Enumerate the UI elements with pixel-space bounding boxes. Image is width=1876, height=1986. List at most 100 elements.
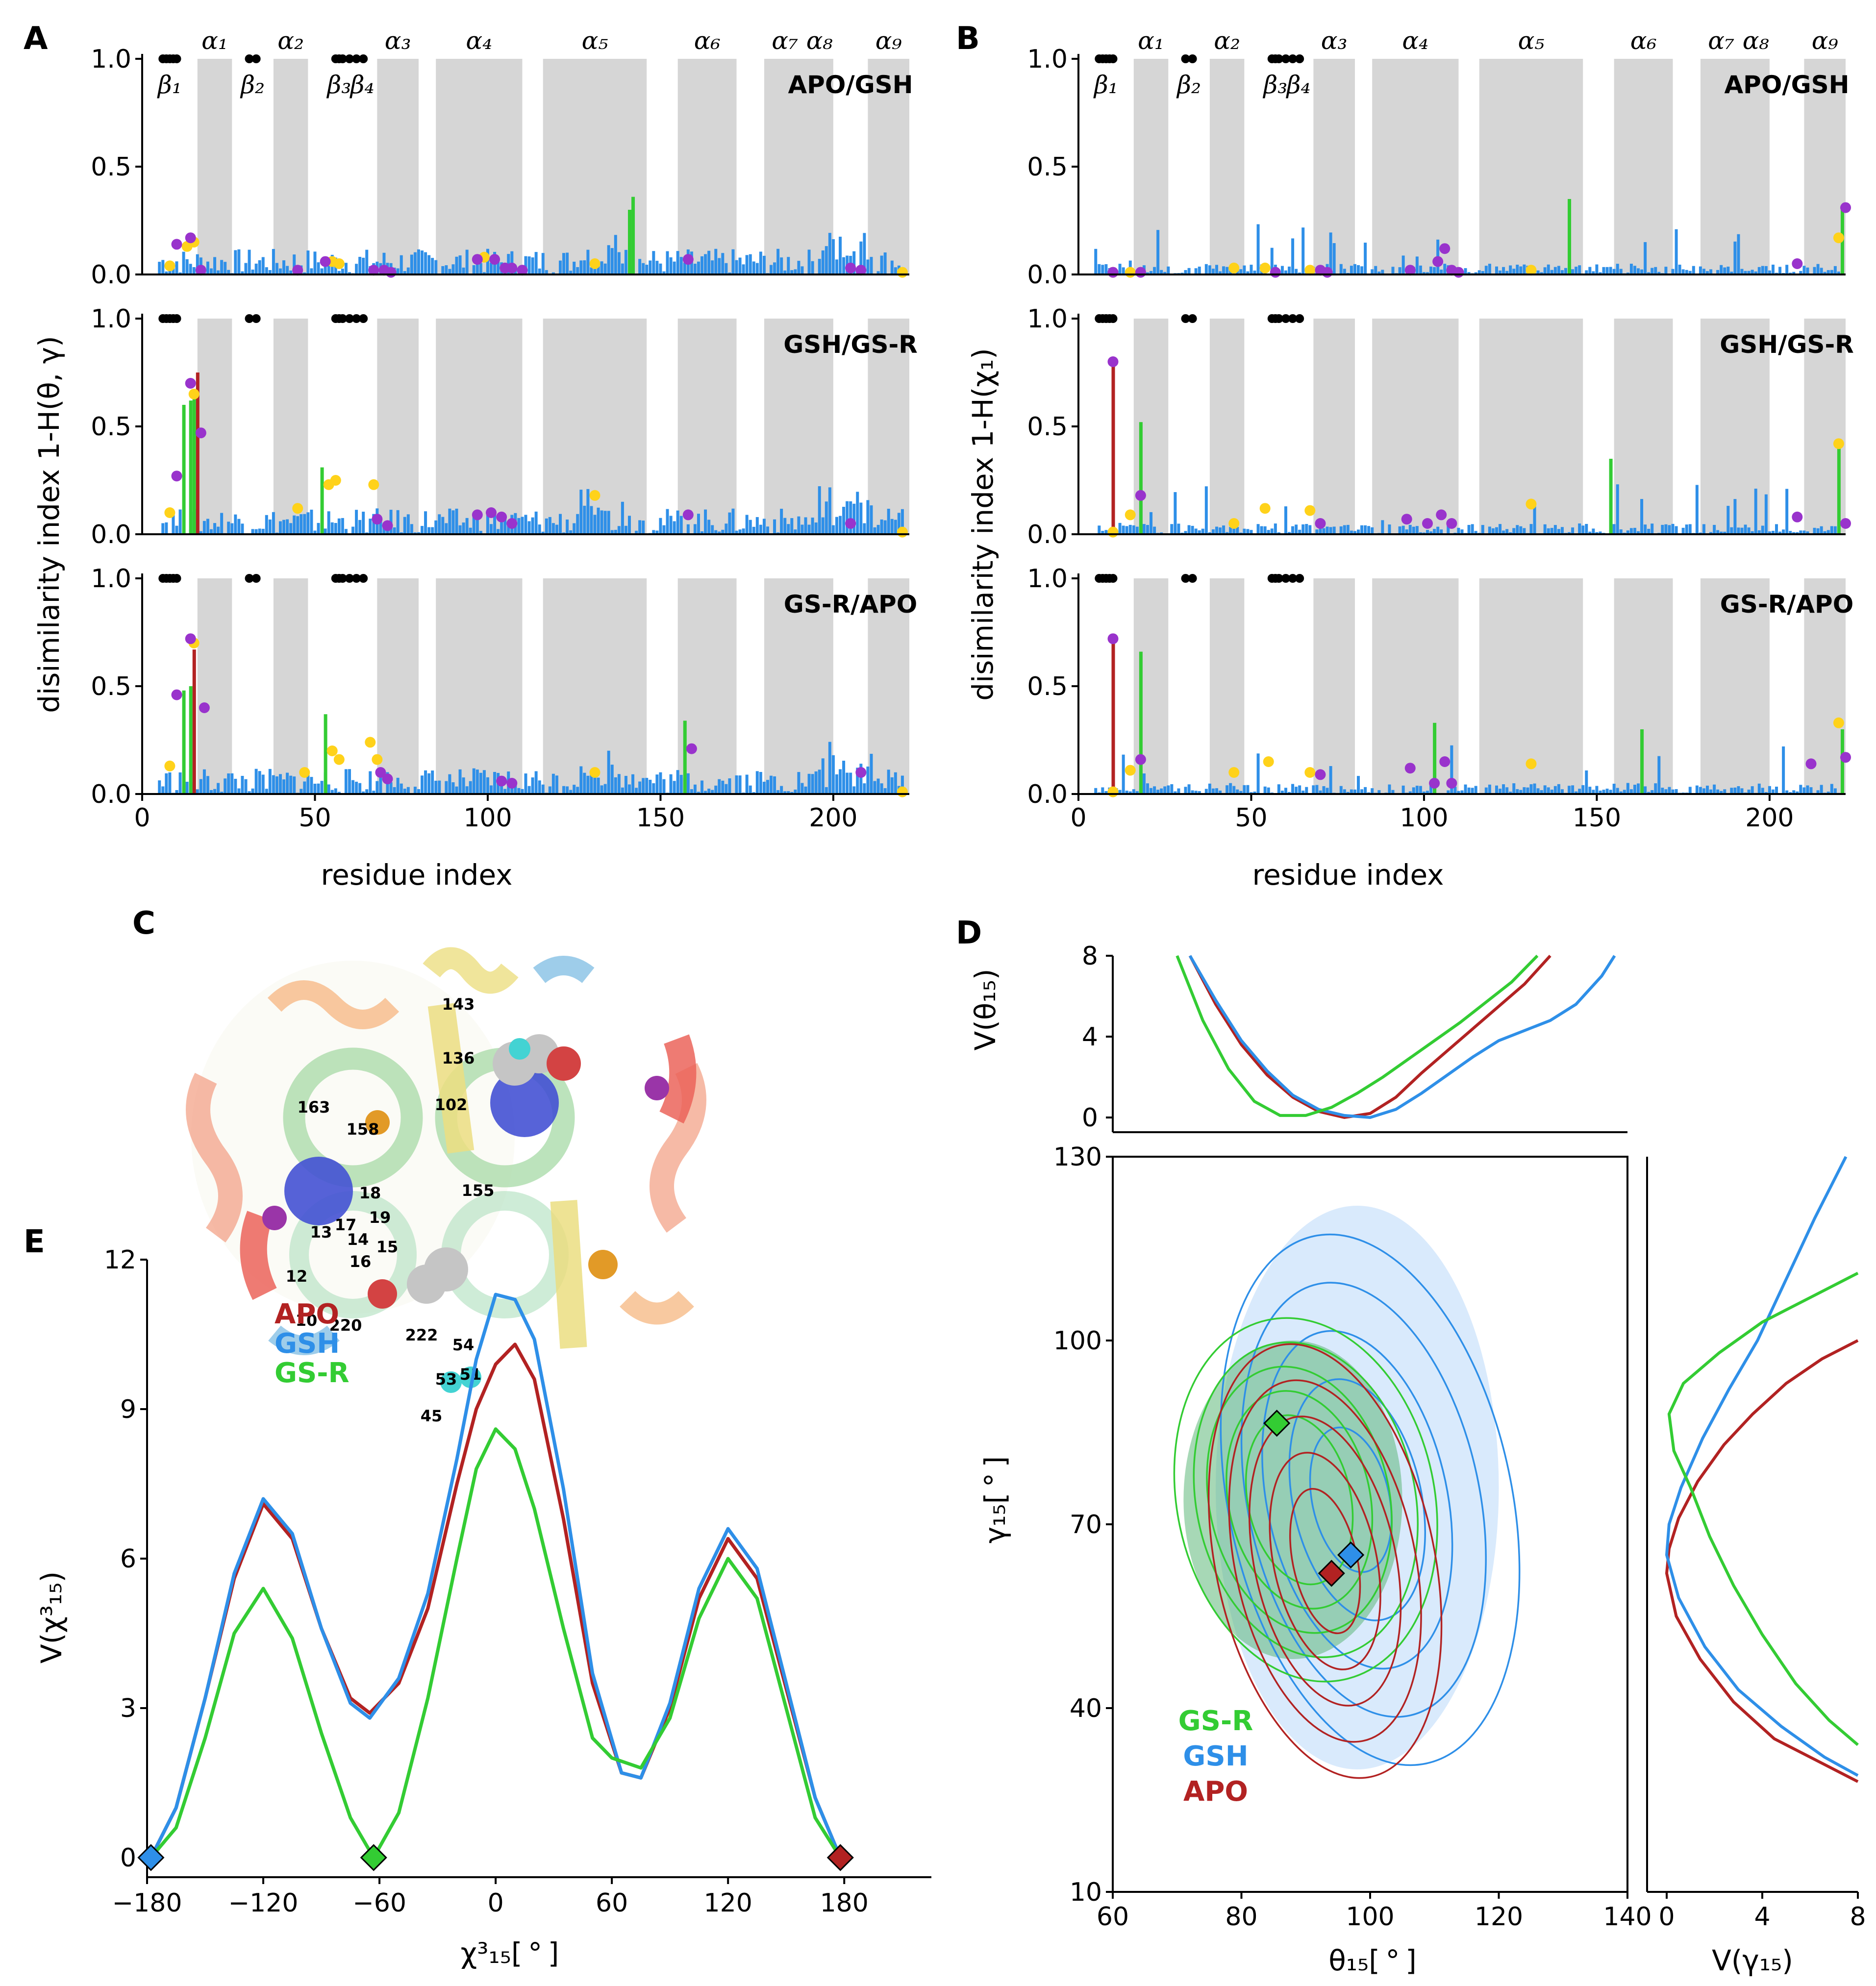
bar-residue	[209, 268, 213, 274]
row-B-gsh-gs-r: 0.0 0.5 1.0 GSH/GS-R	[1027, 304, 1853, 549]
bar-residue	[1246, 529, 1250, 534]
bar-residue	[503, 517, 507, 534]
bar-residue	[1588, 531, 1592, 534]
bar-residue	[1298, 529, 1301, 534]
bar-residue	[1329, 232, 1332, 274]
bar-residue	[348, 769, 351, 794]
bar-residue	[770, 775, 773, 794]
bar-residue	[369, 519, 372, 534]
bar-residue	[465, 518, 469, 534]
bar-residue	[1647, 792, 1651, 794]
bar-residue	[1350, 266, 1353, 274]
bar-residue	[1550, 790, 1553, 794]
legend-apo: APO	[1183, 1776, 1248, 1808]
bar-residue	[1733, 499, 1737, 534]
bar-residue	[524, 515, 527, 534]
panel-letter-d: D	[956, 915, 982, 951]
bar-residue	[558, 260, 562, 274]
bar-residue	[649, 779, 652, 794]
bar-residue	[434, 520, 438, 534]
bar-residue	[876, 524, 880, 534]
helix-label: α₄	[1402, 26, 1428, 55]
strand-dot	[345, 574, 354, 583]
bar-residue	[831, 239, 835, 274]
bar-residue	[1339, 786, 1343, 794]
bar-residue	[846, 501, 849, 534]
helix-label: α₂	[1214, 26, 1240, 55]
bar-residue	[603, 511, 607, 534]
bar-residue	[427, 773, 431, 794]
bar-residue	[1585, 270, 1588, 274]
x-tick-label: 100	[1400, 803, 1448, 833]
bar-residue	[1637, 531, 1640, 534]
marker-purple	[195, 265, 206, 276]
bar-residue	[1623, 790, 1626, 794]
bar-residue	[1568, 532, 1571, 534]
bar-residue	[1806, 531, 1809, 534]
condition-label: GSH/GS-R	[783, 330, 917, 359]
bar-residue	[666, 251, 669, 274]
y-tick-label: 0.0	[1027, 520, 1068, 549]
bar-residue	[603, 263, 607, 274]
bar-residue	[1612, 783, 1616, 794]
bar-residue	[306, 512, 310, 534]
bar-residue	[1813, 267, 1816, 274]
bar-residue	[300, 789, 303, 794]
bar-residue	[787, 791, 790, 794]
bar-residue	[1629, 264, 1633, 274]
bar-residue	[1346, 792, 1350, 794]
bar-residue	[421, 250, 424, 274]
marker-purple	[855, 265, 867, 276]
bar-residue	[818, 770, 821, 794]
bar-residue	[900, 509, 904, 534]
bar-residue	[161, 260, 165, 274]
marker-purple	[1422, 518, 1433, 529]
bar-residue	[669, 516, 673, 534]
marker-purple	[1404, 763, 1416, 774]
legend-gsh: GSH	[1183, 1740, 1248, 1772]
strand-dot	[1188, 314, 1197, 323]
bar-residue	[642, 521, 645, 534]
bar-residue	[583, 505, 586, 534]
bar-residue	[327, 511, 330, 534]
y-tick-label: 6	[120, 1544, 136, 1574]
bar-residue	[445, 781, 448, 794]
bar-residue	[697, 792, 700, 794]
bar-residue	[1122, 754, 1125, 794]
bar-residue	[721, 253, 725, 274]
marker-purple	[1270, 267, 1281, 278]
bar-residue	[1671, 523, 1675, 534]
bar-residue	[1519, 526, 1523, 534]
bar-residue	[704, 509, 707, 534]
marker-purple	[368, 265, 379, 276]
bar-residue	[880, 519, 883, 534]
bar-residue	[766, 526, 769, 534]
bar-residue	[213, 523, 217, 534]
bar-residue	[1723, 789, 1726, 794]
marker-purple	[682, 254, 694, 265]
bar-residue	[1796, 791, 1799, 794]
bar-residue	[1516, 789, 1519, 794]
bar-residue	[1657, 272, 1661, 274]
bar-residue	[1654, 783, 1657, 794]
x-tick-label: 120	[704, 1888, 752, 1918]
bar-residue	[1464, 268, 1467, 274]
strand-dot	[1108, 314, 1118, 323]
bar-residue	[704, 254, 707, 274]
y-tick-label: 1.0	[1027, 304, 1068, 334]
bar-residue	[1713, 524, 1716, 534]
bar-residue	[1768, 786, 1771, 794]
bar-residue	[804, 517, 807, 534]
bar-residue	[1575, 267, 1578, 274]
bar-residue	[1204, 486, 1208, 534]
bar-residue	[1681, 527, 1685, 534]
bar-residue	[362, 257, 365, 274]
marker-purple	[845, 518, 856, 529]
bar-residue	[718, 531, 721, 534]
bar-green	[1139, 422, 1143, 534]
bar-residue	[1243, 265, 1246, 274]
bar-residue	[396, 777, 400, 794]
bar-residue	[1401, 785, 1405, 794]
bar-residue	[1177, 523, 1180, 534]
